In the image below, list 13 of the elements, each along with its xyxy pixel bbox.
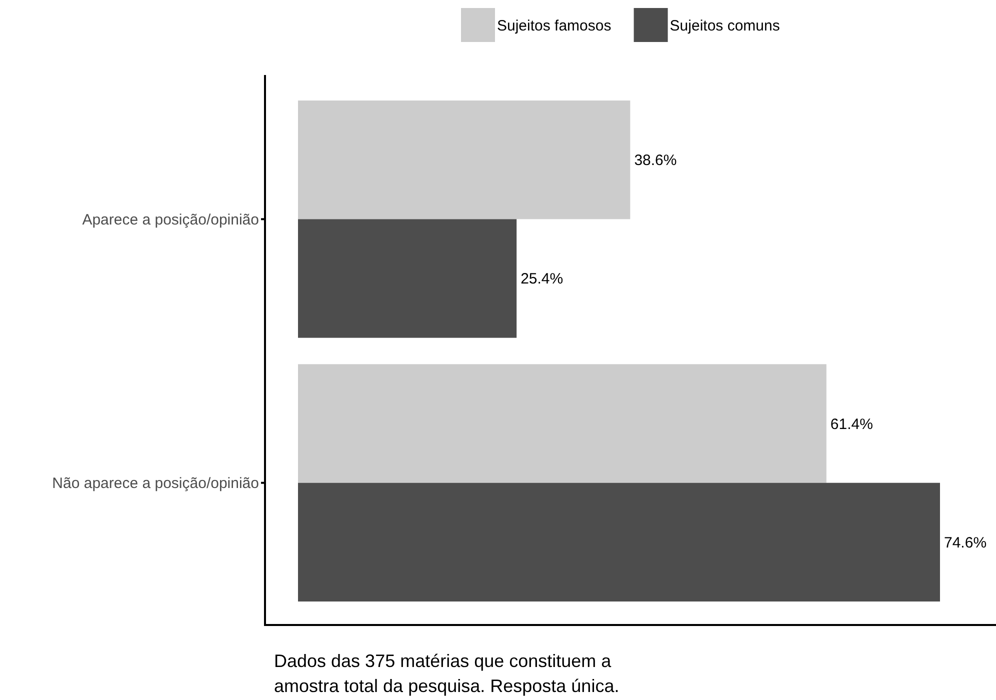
data-label: 38.6% [634, 152, 677, 170]
data-label: 74.6% [944, 534, 987, 552]
y-tick-label: Não aparece a posição/opinião [52, 475, 259, 492]
bar [298, 100, 630, 220]
data-label: 61.4% [830, 416, 873, 433]
legend-label: Sujeitos famosos [497, 17, 612, 34]
legend-label: Sujeitos comuns [670, 17, 780, 34]
bar [298, 364, 826, 483]
bar [298, 219, 517, 338]
y-tick-label: Aparece a posição/opinião [82, 211, 259, 228]
data-label: 25.4% [520, 270, 564, 288]
bar [298, 482, 940, 602]
text: Dados das 375 matérias que constituem a amostra total da pesquisa. Resposta única. [274, 651, 620, 696]
